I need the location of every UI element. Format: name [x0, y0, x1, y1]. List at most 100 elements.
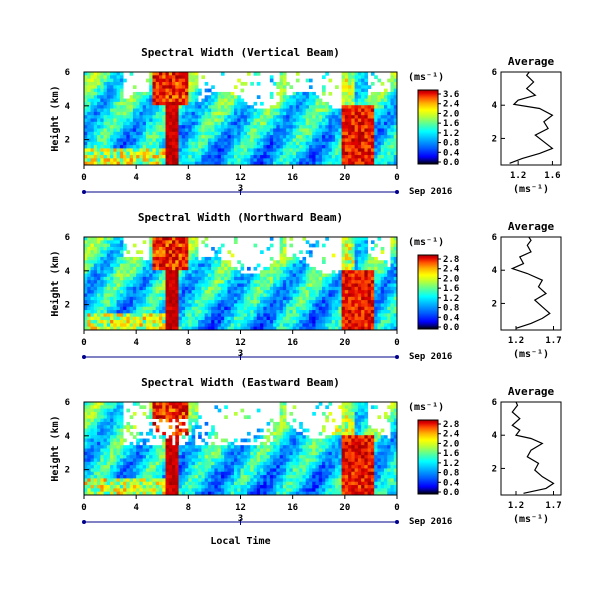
heatmap-cell [341, 118, 346, 123]
heatmap-cell [367, 296, 372, 301]
heatmap-cell [191, 290, 196, 294]
heatmap-cell [172, 246, 176, 251]
heatmap-cell [103, 246, 108, 251]
heatmap-cell [100, 402, 104, 406]
heatmap-cell [361, 85, 365, 90]
heatmap-cell [387, 161, 391, 166]
heatmap-cell [374, 270, 378, 274]
heatmap-cell [172, 280, 176, 284]
heatmap-cell [155, 148, 160, 153]
heatmap-cell [217, 270, 222, 274]
chart-title: Spectral Width (Northward Beam) [138, 211, 343, 224]
heatmap-cell [87, 88, 91, 93]
heatmap-cell [348, 105, 352, 109]
heatmap-cell [113, 78, 117, 83]
heatmap-cell [90, 276, 95, 281]
heatmap-cell [374, 101, 378, 106]
heatmap-cell [325, 303, 329, 308]
heatmap-cell [220, 125, 225, 129]
heatmap-cell [351, 411, 356, 416]
heatmap-cell [253, 135, 258, 139]
heatmap-cell [269, 111, 274, 116]
heatmap-cell [207, 283, 212, 288]
heatmap-cell [289, 108, 294, 113]
heatmap-cell [93, 326, 98, 331]
heatmap-cell [84, 158, 88, 163]
heatmap-cell [302, 125, 307, 129]
heatmap-cell [367, 121, 372, 126]
heatmap-cell [152, 260, 157, 264]
heatmap-cell [348, 296, 352, 301]
heatmap-cell [191, 313, 196, 318]
heatmap-cell [155, 290, 160, 294]
heatmap-cell [374, 128, 378, 133]
heatmap-cell [322, 75, 326, 80]
heatmap-cell [198, 300, 202, 304]
heatmap-cell [269, 283, 274, 288]
heatmap-cell [119, 411, 124, 416]
heatmap-cell [256, 313, 261, 318]
heatmap-cell [299, 151, 303, 156]
heatmap-cell [263, 310, 267, 314]
heatmap-cell [145, 320, 150, 324]
heatmap-cell [201, 293, 206, 298]
heatmap-cell [338, 151, 342, 156]
heatmap-cell [136, 306, 140, 311]
heatmap-cell [260, 158, 264, 163]
date-axis-end [82, 190, 86, 194]
heatmap-cell [158, 313, 163, 318]
heatmap-cell [181, 300, 186, 304]
heatmap-cell [328, 161, 333, 166]
heatmap-cell [240, 128, 245, 133]
heatmap-cell [289, 118, 294, 123]
heatmap-cell [273, 151, 277, 156]
heatmap-cell [250, 273, 254, 278]
heatmap-cell [240, 161, 245, 166]
heatmap-cell [374, 151, 378, 156]
heatmap-cell [93, 101, 98, 106]
heatmap-cell [390, 95, 395, 99]
heatmap-cell [390, 405, 395, 410]
heatmap-cell [341, 78, 346, 83]
heatmap-cell [87, 148, 91, 153]
heatmap-cell [103, 270, 108, 274]
heatmap-cell [367, 85, 372, 90]
heatmap-cell [253, 326, 258, 331]
heatmap-cell [260, 148, 264, 153]
heatmap-cell [211, 115, 215, 119]
heatmap-cell [276, 155, 281, 159]
heatmap-cell [155, 263, 160, 268]
heatmap-cell [318, 158, 323, 163]
heatmap-cell [93, 266, 98, 271]
heatmap-cell [253, 316, 258, 321]
heatmap-cell [279, 111, 284, 116]
heatmap-cell [129, 415, 134, 420]
heatmap-cell [315, 105, 320, 109]
heatmap-cell [374, 280, 378, 284]
heatmap-cell [211, 121, 215, 126]
heatmap-cell [178, 323, 183, 328]
heatmap-cell [312, 115, 316, 119]
heatmap-cell [322, 145, 326, 149]
heatmap-cell [155, 75, 160, 80]
heatmap-cell [348, 316, 352, 321]
heatmap-cell [185, 148, 189, 153]
heatmap-cell [90, 250, 95, 255]
x-tick-label: 0 [394, 173, 399, 183]
heatmap-cell [175, 243, 179, 248]
heatmap-cell [126, 98, 131, 103]
heatmap-cell [162, 85, 166, 90]
heatmap-cell [318, 121, 323, 126]
heatmap-cell [126, 310, 131, 314]
heatmap-cell [139, 108, 144, 113]
heatmap-cell [220, 323, 225, 328]
heatmap-cell [328, 323, 333, 328]
heatmap-cell [136, 98, 140, 103]
heatmap-cell [168, 128, 173, 133]
heatmap-cell [217, 263, 222, 268]
heatmap-cell [214, 260, 219, 264]
heatmap-cell [87, 290, 91, 294]
heatmap-cell [256, 148, 261, 153]
heatmap-cell [348, 263, 352, 268]
heatmap-cell [103, 135, 108, 139]
